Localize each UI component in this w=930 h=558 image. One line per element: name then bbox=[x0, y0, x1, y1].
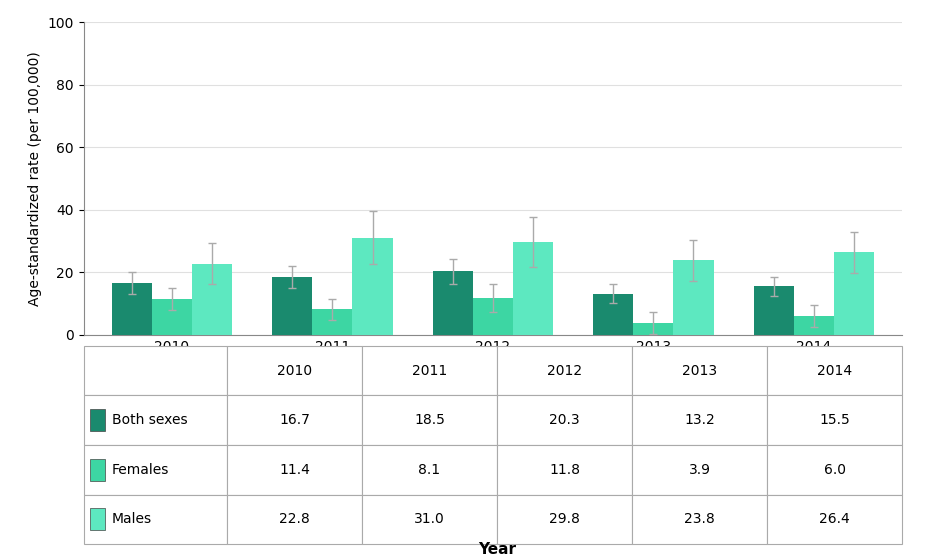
Y-axis label: Age-standardized rate (per 100,000): Age-standardized rate (per 100,000) bbox=[28, 51, 42, 306]
Bar bbox=[362, 445, 497, 494]
Bar bbox=[633, 323, 673, 335]
Text: 18.5: 18.5 bbox=[414, 413, 445, 427]
Text: 26.4: 26.4 bbox=[819, 512, 850, 526]
Bar bbox=[312, 310, 352, 335]
Text: Both sexes: Both sexes bbox=[112, 413, 187, 427]
Bar bbox=[112, 282, 152, 335]
Bar bbox=[227, 346, 362, 396]
Bar bbox=[152, 299, 192, 335]
Bar bbox=[192, 263, 232, 335]
Bar bbox=[362, 494, 497, 544]
Text: 11.4: 11.4 bbox=[279, 463, 310, 477]
Bar bbox=[632, 346, 767, 396]
Bar bbox=[497, 445, 632, 494]
Text: 15.5: 15.5 bbox=[819, 413, 850, 427]
Bar bbox=[90, 409, 105, 431]
Bar bbox=[84, 346, 227, 396]
Bar bbox=[497, 396, 632, 445]
Bar bbox=[227, 494, 362, 544]
Bar bbox=[767, 396, 902, 445]
Bar bbox=[497, 494, 632, 544]
Bar bbox=[632, 445, 767, 494]
Bar bbox=[90, 459, 105, 481]
Text: 3.9: 3.9 bbox=[688, 463, 711, 477]
Bar bbox=[834, 252, 874, 335]
Bar bbox=[767, 445, 902, 494]
Text: 2013: 2013 bbox=[682, 364, 717, 378]
Bar bbox=[352, 238, 392, 335]
Bar bbox=[767, 494, 902, 544]
Text: 31.0: 31.0 bbox=[414, 512, 445, 526]
Bar bbox=[272, 277, 312, 335]
Bar bbox=[513, 242, 553, 335]
Text: 2011: 2011 bbox=[412, 364, 447, 378]
Bar bbox=[362, 396, 497, 445]
Text: 2010: 2010 bbox=[277, 364, 312, 378]
Bar bbox=[593, 294, 633, 335]
Bar bbox=[632, 494, 767, 544]
Text: Year: Year bbox=[479, 542, 516, 557]
Text: 2012: 2012 bbox=[547, 364, 582, 378]
Bar bbox=[84, 445, 227, 494]
Bar bbox=[362, 346, 497, 396]
Text: 11.8: 11.8 bbox=[549, 463, 580, 477]
Text: 23.8: 23.8 bbox=[684, 512, 715, 526]
Bar bbox=[497, 346, 632, 396]
Bar bbox=[227, 396, 362, 445]
Text: 16.7: 16.7 bbox=[279, 413, 310, 427]
Text: Males: Males bbox=[112, 512, 152, 526]
Bar bbox=[90, 508, 105, 531]
Bar bbox=[794, 316, 834, 335]
Text: 22.8: 22.8 bbox=[279, 512, 310, 526]
Text: Females: Females bbox=[112, 463, 169, 477]
Text: 2014: 2014 bbox=[817, 364, 852, 378]
Bar bbox=[767, 346, 902, 396]
Bar bbox=[84, 494, 227, 544]
Text: 29.8: 29.8 bbox=[549, 512, 580, 526]
Bar bbox=[84, 396, 227, 445]
Bar bbox=[632, 396, 767, 445]
Bar bbox=[432, 271, 472, 335]
Text: 8.1: 8.1 bbox=[418, 463, 441, 477]
Bar bbox=[472, 298, 513, 335]
Bar bbox=[227, 445, 362, 494]
Bar bbox=[753, 286, 794, 335]
Bar bbox=[673, 261, 713, 335]
Text: 13.2: 13.2 bbox=[684, 413, 715, 427]
Text: 20.3: 20.3 bbox=[550, 413, 579, 427]
Text: 6.0: 6.0 bbox=[824, 463, 845, 477]
